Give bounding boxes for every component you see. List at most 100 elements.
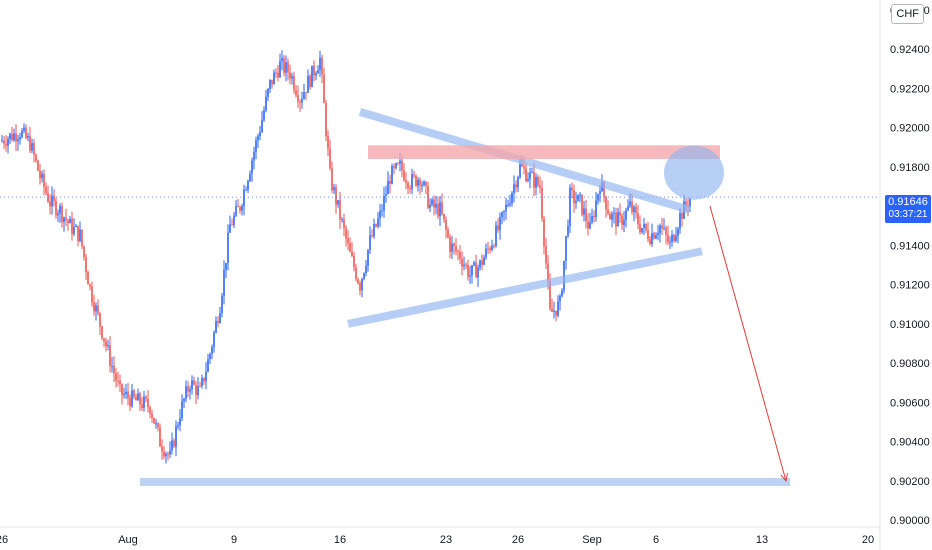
candle-body bbox=[255, 140, 257, 152]
price-tick-label: 0.92000 bbox=[890, 123, 930, 135]
candle-body bbox=[395, 163, 397, 168]
candle-body bbox=[237, 206, 239, 208]
price-tick-label: 0.90200 bbox=[890, 476, 930, 488]
candle-body bbox=[339, 200, 341, 220]
candle-body bbox=[389, 180, 391, 184]
candle-body bbox=[591, 215, 593, 223]
support-line bbox=[140, 477, 790, 486]
candle-body bbox=[187, 386, 189, 392]
candle-body bbox=[69, 218, 71, 224]
candle-body bbox=[61, 205, 63, 222]
candle-body bbox=[635, 206, 637, 214]
candle-body bbox=[665, 227, 667, 235]
candle-body bbox=[21, 130, 23, 138]
candle-body bbox=[323, 74, 325, 104]
candle-body bbox=[253, 151, 255, 161]
time-tick-label: 20 bbox=[862, 534, 874, 546]
candle-body bbox=[631, 201, 633, 213]
candle-body bbox=[23, 127, 25, 131]
candle-body bbox=[645, 223, 647, 231]
time-tick-label: 16 bbox=[334, 534, 346, 546]
candle-body bbox=[487, 248, 489, 250]
projection-arrow bbox=[709, 205, 787, 482]
candle-body bbox=[581, 194, 583, 215]
candle-body bbox=[405, 180, 407, 183]
candle-body bbox=[495, 225, 497, 246]
candle-body bbox=[353, 255, 355, 268]
candle-body bbox=[213, 332, 215, 347]
candle-body bbox=[299, 101, 301, 103]
candle-body bbox=[155, 423, 157, 425]
candle-body bbox=[633, 206, 635, 213]
candle-body bbox=[629, 201, 631, 207]
candle-body bbox=[225, 263, 227, 270]
candle-body bbox=[485, 248, 487, 258]
candle-body bbox=[119, 380, 121, 384]
candle-body bbox=[367, 249, 369, 266]
candle-body bbox=[391, 166, 393, 184]
candle-body bbox=[473, 262, 475, 266]
price-tick-label: 0.90400 bbox=[890, 437, 930, 449]
candle-body bbox=[297, 95, 299, 102]
candle-body bbox=[677, 228, 679, 236]
candle-body bbox=[229, 224, 231, 233]
candle-body bbox=[425, 181, 427, 186]
candle-body bbox=[483, 257, 485, 265]
candle-body bbox=[577, 194, 579, 202]
candle-body bbox=[421, 185, 423, 187]
candle-body bbox=[599, 191, 601, 195]
candle-body bbox=[685, 201, 687, 206]
candle-body bbox=[55, 200, 57, 216]
candle-body bbox=[673, 234, 675, 242]
currency-badge[interactable]: CHF bbox=[891, 4, 924, 24]
candle-body bbox=[105, 341, 107, 347]
candle-body bbox=[583, 208, 585, 215]
candle-body bbox=[97, 305, 99, 313]
time-tick-label: 23 bbox=[440, 534, 452, 546]
candle-body bbox=[325, 103, 327, 137]
price-tick-label: 0.92400 bbox=[890, 44, 930, 56]
candle-body bbox=[649, 239, 651, 245]
candle-body bbox=[333, 187, 335, 191]
candle-body bbox=[457, 251, 459, 253]
candle-body bbox=[227, 232, 229, 264]
candle-body bbox=[281, 58, 283, 62]
candle-body bbox=[571, 187, 573, 191]
candle-body bbox=[251, 160, 253, 174]
candle-body bbox=[465, 264, 467, 266]
candle-body bbox=[221, 295, 223, 314]
candle-body bbox=[195, 384, 197, 396]
candle-body bbox=[489, 248, 491, 251]
candle-body bbox=[85, 256, 87, 273]
candle-body bbox=[75, 225, 77, 227]
candle-body bbox=[189, 389, 191, 392]
candle-body bbox=[347, 238, 349, 243]
candle-body bbox=[41, 173, 43, 179]
candle-body bbox=[311, 65, 313, 88]
bar-countdown: 03:37:21 bbox=[888, 209, 928, 220]
candle-body bbox=[667, 234, 669, 243]
candle-body bbox=[271, 79, 273, 85]
time-tick-label: 26 bbox=[512, 534, 524, 546]
candle-body bbox=[113, 365, 115, 374]
candle-body bbox=[233, 215, 235, 226]
candle-body bbox=[295, 90, 297, 96]
candle-body bbox=[169, 450, 171, 455]
candle-body bbox=[515, 184, 517, 188]
candle-body bbox=[617, 212, 619, 227]
candle-body bbox=[45, 186, 47, 193]
candle-body bbox=[467, 264, 469, 277]
candle-body bbox=[341, 219, 343, 221]
candle-body bbox=[437, 203, 439, 217]
candle-body bbox=[553, 310, 555, 312]
candle-body bbox=[589, 222, 591, 229]
candle-body bbox=[623, 219, 625, 225]
candle-body bbox=[439, 202, 441, 217]
resistance-zone bbox=[368, 145, 720, 159]
candle-body bbox=[49, 201, 51, 207]
candle-body bbox=[91, 286, 93, 303]
candle-body bbox=[565, 236, 567, 261]
price-tick-label: 0.91200 bbox=[890, 280, 930, 292]
